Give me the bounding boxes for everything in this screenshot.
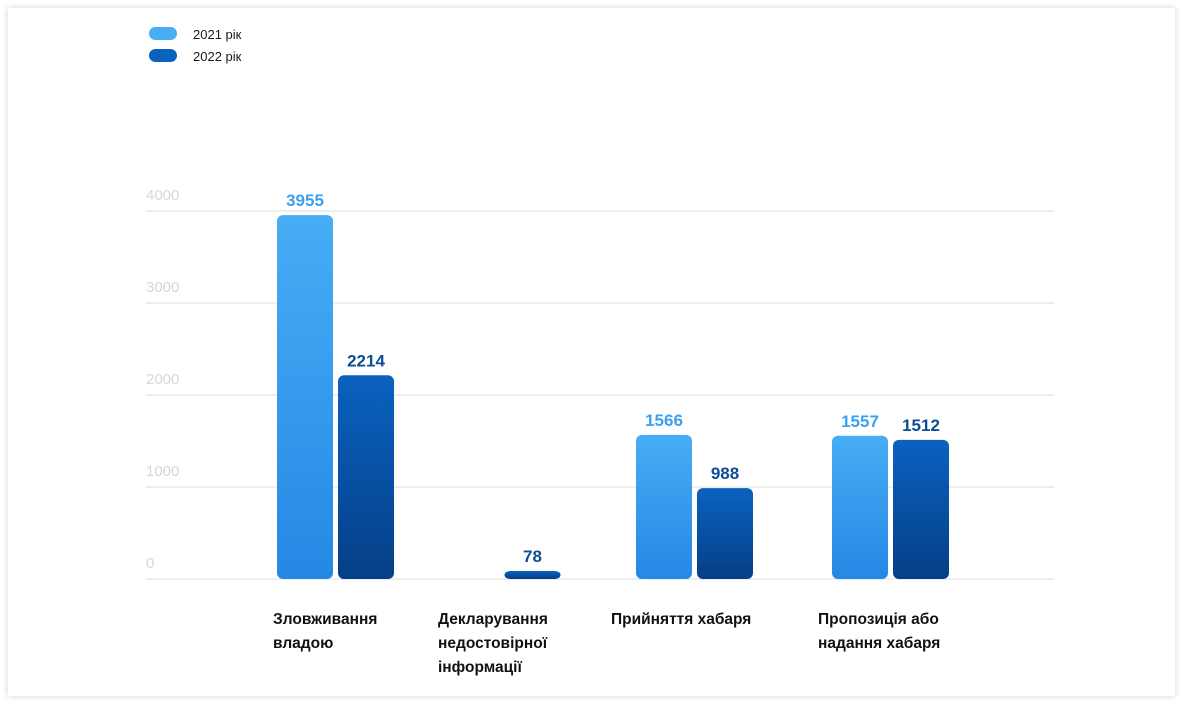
category-label-4-line-2: надання хабаря (818, 635, 940, 652)
category-label-1-line-1: Зловживання (273, 611, 377, 628)
bar-4-series-2 (893, 439, 949, 579)
bar-2-series-2 (504, 571, 561, 579)
y-tick-label-1000: 1000 (146, 463, 179, 480)
bar-1-series-1 (277, 215, 333, 579)
y-tick-label-3000: 3000 (146, 279, 179, 296)
legend-label-2: 2022 рік (193, 49, 242, 64)
category-label-2-line-1: Декларування (438, 611, 548, 628)
data-label-3-series-2: 988 (711, 464, 739, 483)
category-label-2-line-2: недостовірної (438, 635, 548, 652)
category-label-3-line-1: Прийняття хабаря (611, 611, 751, 628)
category-label-2-line-3: інформації (438, 659, 522, 676)
category-label-1-line-2: владою (273, 635, 333, 652)
chart-frame: 2021 рік 2022 рік 0 1000 2000 3000 4000 3955 2… (8, 8, 1175, 696)
bar-3-series-2 (697, 488, 753, 579)
category-labels: Зловживання владою Декларування недостовірн… (273, 611, 940, 676)
legend-swatch-2 (149, 49, 177, 62)
bars: 3955 2214 78 1566 988 1557 1512 (277, 191, 949, 579)
data-label-2-series-2: 78 (523, 547, 542, 566)
data-label-1-series-2: 2214 (347, 351, 385, 370)
legend: 2021 рік 2022 рік (149, 27, 242, 64)
category-label-4-line-1: Пропозиція або (818, 611, 939, 628)
data-label-3-series-1: 1566 (645, 411, 683, 430)
y-tick-label-0: 0 (146, 555, 154, 572)
data-label-4-series-1: 1557 (841, 412, 879, 431)
legend-swatch-1 (149, 27, 177, 40)
data-label-4-series-2: 1512 (902, 416, 940, 435)
bar-4-series-1 (832, 435, 888, 579)
bar-1-series-2 (338, 375, 394, 579)
data-label-1-series-1: 3955 (286, 191, 324, 210)
bar-3-series-1 (636, 434, 692, 579)
y-tick-label-4000: 4000 (146, 187, 179, 204)
bar-chart: 2021 рік 2022 рік 0 1000 2000 3000 4000 3955 2… (146, 27, 1054, 676)
legend-label-1: 2021 рік (193, 27, 242, 42)
y-tick-label-2000: 2000 (146, 371, 179, 388)
